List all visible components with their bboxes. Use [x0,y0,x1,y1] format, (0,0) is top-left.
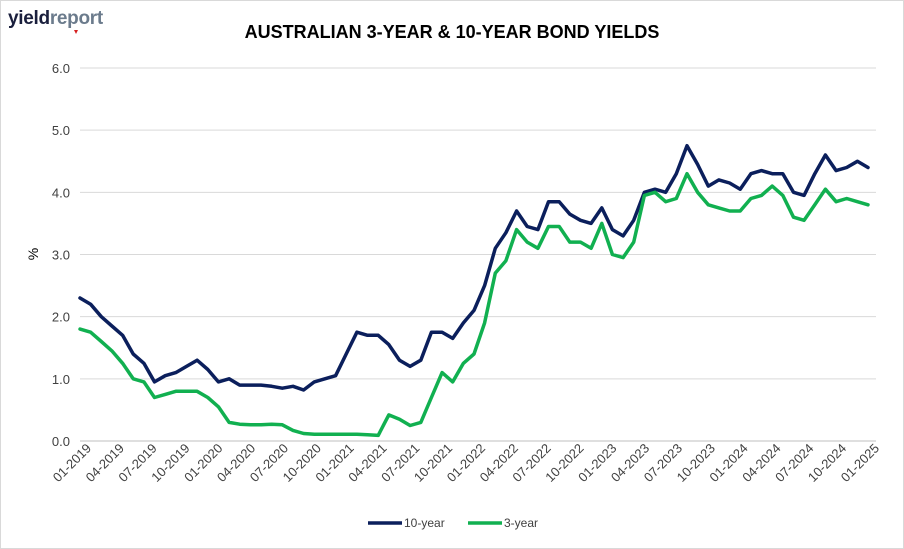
brand-logo: yieldreport [8,8,103,30]
y-tick-label: 4.0 [52,185,70,200]
y-tick-label: 3.0 [52,248,70,263]
chart-title: AUSTRALIAN 3-YEAR & 10-YEAR BOND YIELDS [244,22,660,42]
grid-layer [80,67,876,442]
series-layer [78,143,870,438]
legend-label: 3-year [504,516,538,530]
series-line-10-year [78,143,870,392]
y-axis-label: % [25,248,41,260]
y-tick-label: 1.0 [52,372,70,387]
brand-accent-icon [74,30,78,34]
x-tick-labels: 01-201904-201907-201910-201901-202004-20… [50,441,882,485]
legend-label: 10-year [404,516,445,530]
legend: 10-year 3-year [368,516,538,530]
y-tick-label: 0.0 [52,434,70,449]
y-tick-label: 6.0 [52,61,70,76]
y-tick-label: 2.0 [52,310,70,325]
y-tick-labels: 0.0 1.0 2.0 3.0 4.0 5.0 6.0 [52,61,70,449]
series-line-3-year [78,171,870,438]
brand-logo-part2: report [49,8,103,29]
brand-logo-part1: yield [8,8,50,29]
y-tick-label: 5.0 [52,123,70,138]
